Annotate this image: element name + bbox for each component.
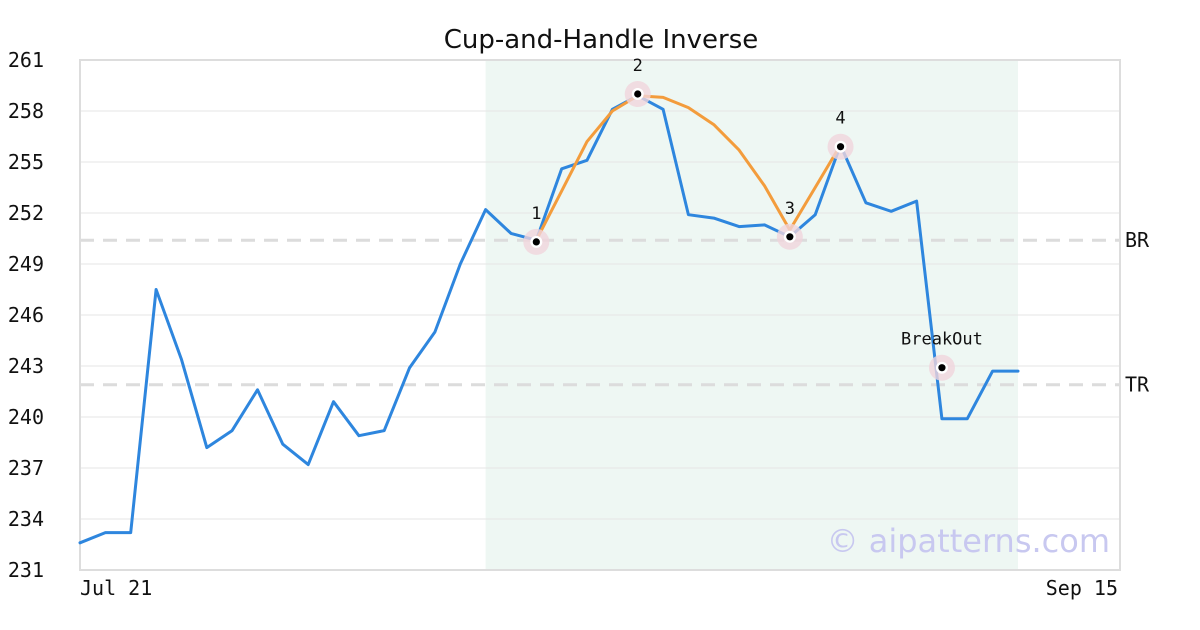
point-marker-2 [634,90,642,98]
x-tick-label-start: Jul 21 [80,576,152,600]
y-tick-label-234: 234 [8,507,44,531]
reference-lines-layer: BR TR [80,228,1150,397]
x-tick-label-end: Sep 15 [1046,576,1118,600]
plot-frame [79,59,1121,571]
y-tick-label-237: 237 [8,456,44,480]
y-tick-label-261: 261 [8,48,44,72]
y-tick-label-249: 249 [8,252,44,276]
x-axis-ticks: Jul 21 Sep 15 [80,576,1118,600]
point-marker-1 [532,238,540,246]
y-tick-label-243: 243 [8,354,44,378]
point-label-2: 2 [633,56,643,76]
point-label-1: 1 [531,204,541,224]
point-label-breakout: BreakOut [901,330,983,350]
price-series-line [78,94,1020,545]
y-tick-label-240: 240 [8,405,44,429]
y-tick-label-258: 258 [8,99,44,123]
reference-label-tr: TR [1125,373,1150,397]
y-tick-label-246: 246 [8,303,44,327]
points-layer: 1 2 3 4 BreakOut [523,56,983,381]
chart-title: Cup-and-Handle Inverse [444,25,759,55]
y-tick-label-231: 231 [8,558,44,582]
point-marker-3 [786,233,794,241]
point-label-3: 3 [785,199,795,219]
y-axis-ticks: 231 234 237 240 243 246 249 252 255 258 261 [8,48,44,582]
watermark-text: © aipatterns.com [827,522,1110,560]
reference-label-br: BR [1125,228,1150,252]
point-marker-4 [836,143,845,151]
y-tick-label-252: 252 [8,201,44,225]
point-marker-breakout [938,364,946,372]
point-label-4: 4 [835,109,845,129]
y-tick-label-255: 255 [8,150,44,174]
